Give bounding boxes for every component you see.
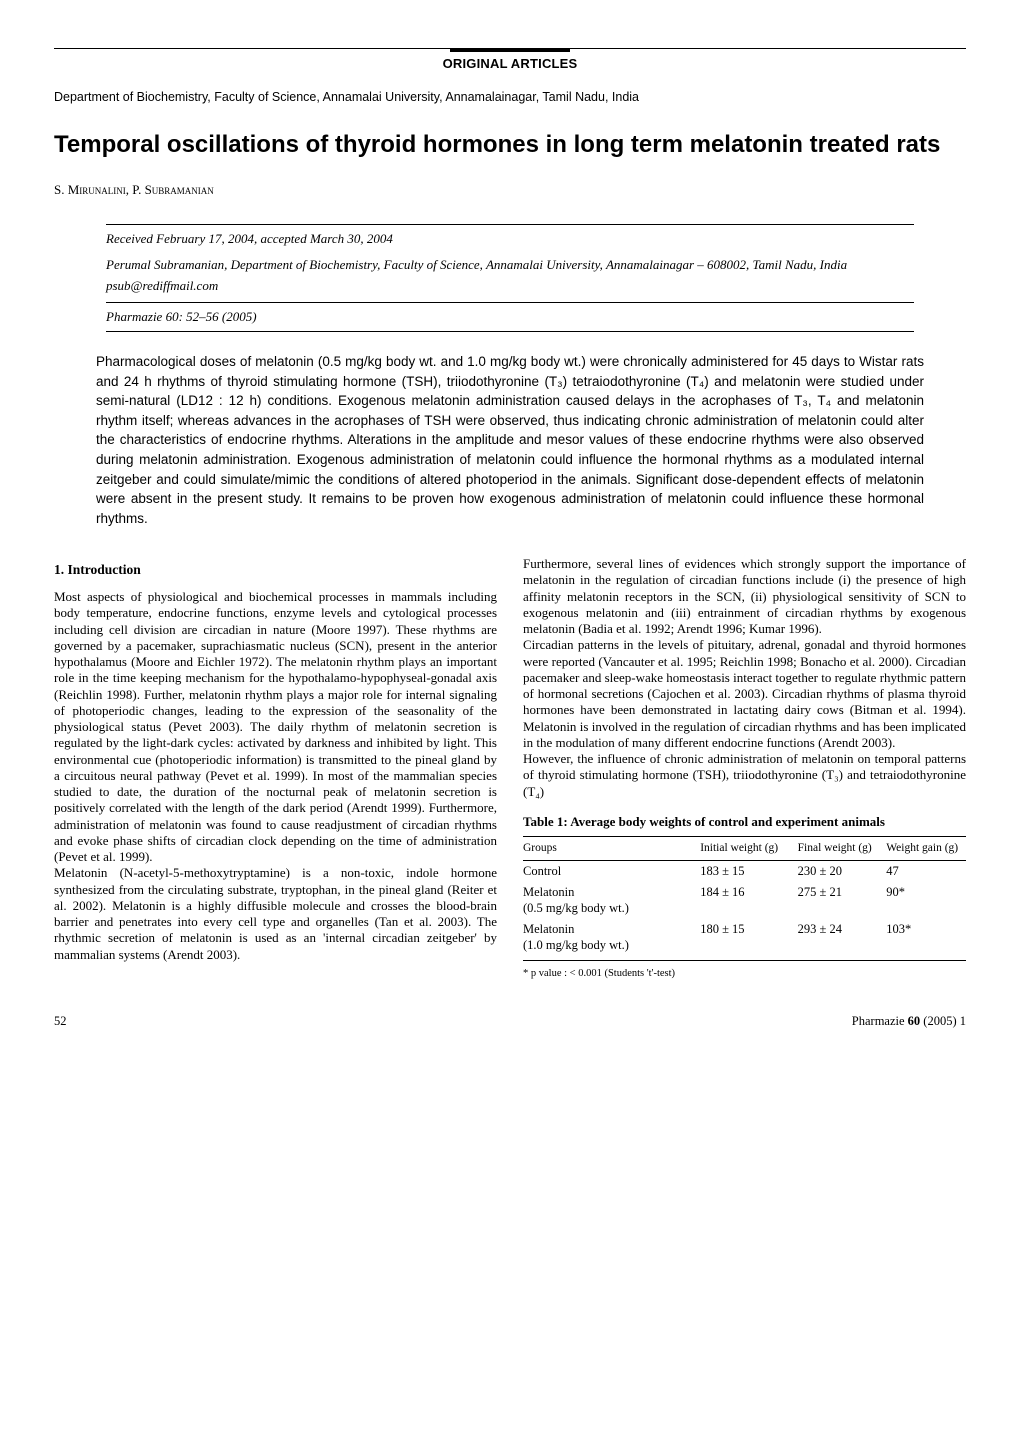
section-header: ORIGINAL ARTICLES [54,56,966,72]
table1-r0-gain: 47 [886,860,966,882]
table1-r2-initial: 180 ± 15 [700,919,797,960]
article-title: Temporal oscillations of thyroid hormone… [54,130,966,160]
right-paragraph-1: Furthermore, several lines of evidences … [523,556,966,637]
intro-paragraph-1: Most aspects of physiological and bioche… [54,589,497,865]
right-paragraph-3: However, the influence of chronic admini… [523,751,966,800]
right-column: Furthermore, several lines of evidences … [523,556,966,980]
table-row: Melatonin (0.5 mg/kg body wt.) 184 ± 16 … [523,882,966,919]
table1-r0-initial: 183 ± 15 [700,860,797,882]
table1-r0-group: Control [523,860,700,882]
correspondence-line-2: psub@rediffmail.com [106,278,914,294]
table1-r1-gain: 90* [886,882,966,919]
meta-rule-1 [106,224,914,225]
meta-rule-3 [106,331,914,332]
authors-text: S. Mirunalini, P. Subramanian [54,182,214,197]
table1-caption-text: Table 1: Average body weights of control… [523,814,966,830]
table1-r2-gain: 103* [886,919,966,960]
table1-r1-initial: 184 ± 16 [700,882,797,919]
meta-rule-2 [106,302,914,303]
intro-paragraph-2: Melatonin (N-acetyl-5-methoxytryptamine)… [54,865,497,963]
abstract: Pharmacological doses of melatonin (0.5 … [96,352,924,528]
correspondence-line-1: Perumal Subramanian, Department of Bioch… [106,257,914,273]
table-row: Melatonin (1.0 mg/kg body wt.) 180 ± 15 … [523,919,966,960]
page-footer: 52 Pharmazie 60 (2005) 1 [54,1014,966,1030]
journal-citation: Pharmazie 60: 52–56 (2005) [106,309,914,325]
page-number: 52 [54,1014,67,1030]
department-affiliation: Department of Biochemistry, Faculty of S… [54,90,966,106]
header-ornament: ORIGINAL ARTICLES [54,48,966,72]
table1-r1-final: 275 ± 21 [798,882,887,919]
footer-journal-ref: Pharmazie 60 (2005) 1 [852,1014,966,1030]
right-paragraph-2: Circadian patterns in the levels of pitu… [523,637,966,751]
table1-r1-group: Melatonin (0.5 mg/kg body wt.) [523,882,700,919]
table1-col-final: Final weight (g) [798,837,887,860]
table1-r2-group: Melatonin (1.0 mg/kg body wt.) [523,919,700,960]
table1: Groups Initial weight (g) Final weight (… [523,836,966,961]
table1-caption: Table 1: Average body weights of control… [523,814,966,830]
rule-thick-top [450,49,570,52]
meta-block: Received February 17, 2004, accepted Mar… [106,224,914,332]
table1-col-groups: Groups [523,837,700,860]
table1-footnote: * p value : < 0.001 (Students 't'-test) [523,967,966,980]
received-line: Received February 17, 2004, accepted Mar… [106,231,914,247]
footer-volume: 60 [908,1014,921,1028]
authors: S. Mirunalini, P. Subramanian [54,182,966,198]
table1-r2-final: 293 ± 24 [798,919,887,960]
table-row: Control 183 ± 15 230 ± 20 47 [523,860,966,882]
table1-r0-final: 230 ± 20 [798,860,887,882]
table1-header-row: Groups Initial weight (g) Final weight (… [523,837,966,860]
two-column-body: 1. Introduction Most aspects of physiolo… [54,556,966,980]
intro-heading: 1. Introduction [54,562,497,579]
left-column: 1. Introduction Most aspects of physiolo… [54,556,497,980]
table1-col-gain: Weight gain (g) [886,837,966,860]
table1-col-initial: Initial weight (g) [700,837,797,860]
